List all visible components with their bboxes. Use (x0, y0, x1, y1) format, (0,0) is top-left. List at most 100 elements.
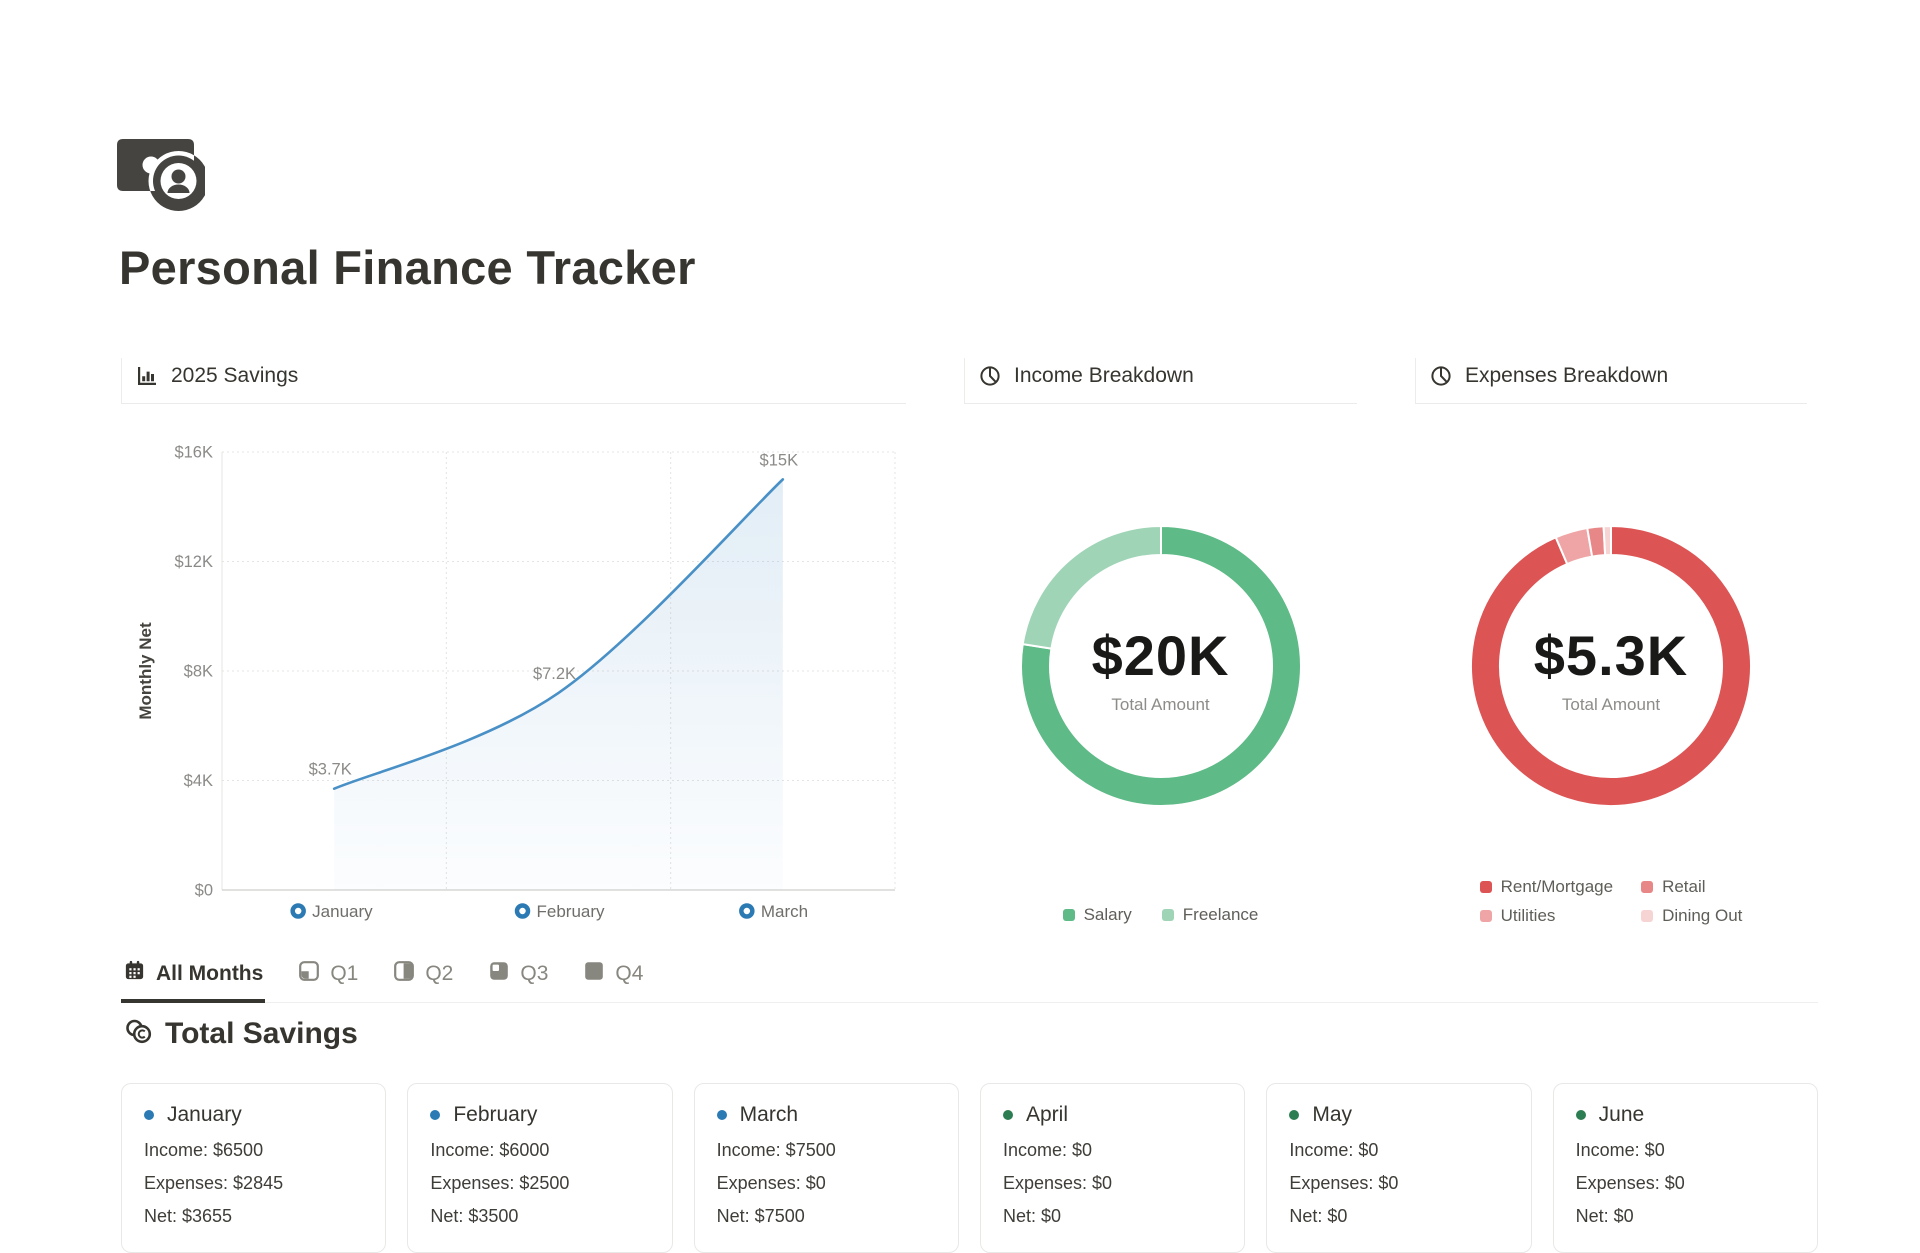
month-marker-icon (144, 1110, 154, 1120)
svg-text:Monthly Net: Monthly Net (136, 622, 155, 720)
month-marker-icon (1003, 1110, 1013, 1120)
month-income: Income: $6000 (430, 1140, 550, 1160)
donut-segment-dining-out (1602, 524, 1612, 557)
expenses-legend: Rent/Mortgage Utilities Retail Dining Out (1415, 877, 1807, 926)
month-expenses: Expenses: $0 (716, 1173, 826, 1193)
svg-text:$4K: $4K (184, 772, 213, 790)
month-cards: January Income: $6500 Expenses: $2845 Net: … (121, 1083, 1818, 1253)
month-card-header: April (1003, 1103, 1222, 1127)
legend-item-retail: Retail (1641, 877, 1742, 897)
legend-item-salary: Salary (1062, 905, 1132, 925)
tab-label: Q1 (330, 962, 359, 985)
expenses-donut-chart: $5.3K Total Amount (1461, 516, 1761, 821)
month-income: Income: $7500 (716, 1140, 836, 1160)
legend-label: Dining Out (1662, 906, 1743, 925)
month-expenses: Expenses: $0 (1289, 1173, 1399, 1193)
income-panel: Income Breakdown $20K Total Amount Salar… (964, 358, 1357, 934)
month-name: March (739, 1103, 799, 1126)
month-card-header: June (1575, 1103, 1795, 1127)
month-expenses: Expenses: $0 (1575, 1173, 1685, 1193)
svg-text:March: March (761, 902, 808, 921)
pie-chart-icon (1429, 364, 1453, 388)
legend-swatch (1641, 881, 1654, 893)
income-legend: Salary Freelance (964, 905, 1357, 925)
total-savings-header: Total Savings (124, 1017, 358, 1051)
donut-segment-rent-mortgage (1470, 524, 1752, 807)
tab-label: All Months (156, 961, 264, 985)
legend-item-rent-mortgage: Rent/Mortgage (1479, 877, 1614, 897)
tab-q2[interactable]: Q2 (391, 960, 455, 1002)
month-card-header: May (1289, 1103, 1508, 1127)
savings-line-chart: $16K $12K $8K $4K $0 Monthly Net $3.7K $7.2K $15… (136, 444, 896, 921)
tab-q4[interactable]: Q4 (581, 960, 645, 1002)
month-expenses: Expenses: $2500 (430, 1173, 570, 1193)
month-name: April (1026, 1103, 1069, 1126)
quarter-4-icon (583, 960, 605, 988)
month-name: June (1598, 1103, 1645, 1126)
month-name: May (1312, 1103, 1353, 1126)
svg-text:$8K: $8K (184, 663, 213, 681)
month-net: Net: $3655 (144, 1206, 233, 1226)
month-name: January (167, 1103, 242, 1126)
month-net: Net: $3500 (430, 1206, 519, 1226)
month-card-may[interactable]: May Income: $0 Expenses: $0 Net: $0 (1266, 1083, 1532, 1253)
svg-text:$12K: $12K (174, 553, 213, 571)
month-card-june[interactable]: June Income: $0 Expenses: $0 Net: $0 (1552, 1083, 1818, 1253)
quarter-1-icon (298, 960, 320, 988)
month-net: Net: $7500 (716, 1206, 805, 1226)
svg-text:$0: $0 (195, 882, 213, 900)
expenses-panel-title: Expenses Breakdown (1465, 364, 1669, 387)
month-net: Net: $0 (1289, 1206, 1348, 1226)
month-income: Income: $0 (1575, 1140, 1665, 1160)
quarter-3-icon (488, 960, 510, 988)
expenses-panel-header: Expenses Breakdown (1415, 358, 1807, 404)
calendar-icon (123, 959, 146, 988)
savings-panel-title: 2025 Savings (171, 364, 299, 387)
month-card-april[interactable]: April Income: $0 Expenses: $0 Net: $0 (980, 1083, 1246, 1253)
quarter-2-icon (393, 960, 415, 988)
month-marker-icon (1575, 1110, 1586, 1120)
income-donut-chart: $20K Total Amount (1011, 516, 1311, 821)
income-panel-title: Income Breakdown (1014, 364, 1194, 387)
tab-q3[interactable]: Q3 (486, 960, 550, 1002)
month-card-february[interactable]: February Income: $6000 Expenses: $2500 Net:… (407, 1083, 673, 1253)
svg-text:$15K: $15K (760, 451, 799, 469)
money-coin-icon (117, 136, 209, 217)
month-marker-icon (430, 1110, 441, 1120)
month-card-january[interactable]: January Income: $6500 Expenses: $2845 Net: … (121, 1083, 387, 1253)
legend-swatch (1479, 881, 1492, 893)
charts-row: 2025 Savings $16K $12K $8K $4K $0 Monthly Net… (121, 358, 1818, 934)
tab-label: Q4 (615, 962, 644, 985)
legend-label: Utilities (1500, 906, 1556, 925)
tab-all-months[interactable]: All Months (121, 959, 266, 1003)
legend-label: Retail (1662, 877, 1706, 896)
legend-label: Salary (1083, 905, 1132, 924)
legend-item-utilities: Utilities (1479, 906, 1613, 926)
tab-q1[interactable]: Q1 (296, 960, 360, 1002)
expenses-panel: Expenses Breakdown $5.3K Total Amount Re… (1415, 358, 1807, 934)
savings-panel-header: 2025 Savings (121, 358, 906, 404)
legend-swatch (1062, 909, 1075, 921)
month-expenses: Expenses: $2845 (144, 1173, 284, 1193)
month-card-march[interactable]: March Income: $7500 Expenses: $0 Net: $7500 (693, 1083, 959, 1253)
svg-text:January: January (312, 902, 373, 921)
legend-swatch (1161, 909, 1174, 921)
section-title: Total Savings (165, 1017, 358, 1050)
bar-chart-icon (135, 364, 159, 388)
view-tabs: All Months Q1 Q2 Q3 (121, 959, 1818, 1003)
svg-text:February: February (537, 902, 606, 921)
legend-label: Rent/Mortgage (1500, 877, 1614, 896)
month-expenses: Expenses: $0 (1003, 1173, 1113, 1193)
tab-label: Q2 (425, 962, 454, 985)
coins-icon (124, 1018, 153, 1050)
month-marker-icon (716, 1110, 727, 1120)
svg-text:$3.7K: $3.7K (309, 761, 352, 779)
legend-swatch (1641, 910, 1654, 922)
legend-swatch (1479, 910, 1492, 922)
month-net: Net: $0 (1003, 1206, 1062, 1226)
tab-label: Q3 (520, 962, 549, 985)
legend-label: Freelance (1182, 905, 1259, 924)
savings-panel: 2025 Savings $16K $12K $8K $4K $0 Monthly Net… (121, 358, 906, 934)
donut-segment-freelance (1021, 524, 1162, 650)
month-card-header: March (716, 1103, 936, 1127)
